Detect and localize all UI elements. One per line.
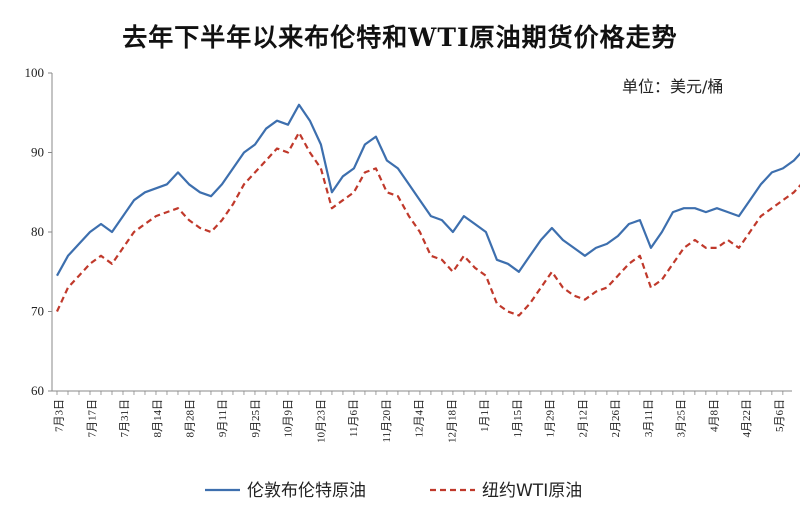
x-tick-label: 7月3日 [54, 399, 66, 432]
x-tick-label: 7月31日 [119, 399, 131, 438]
y-tick-label: 90 [31, 145, 44, 160]
y-tick-label: 70 [31, 304, 44, 319]
series-line-brent [56, 103, 800, 277]
unit-label: 单位：美元/桶 [622, 77, 723, 96]
series-line-wti [56, 131, 800, 317]
y-tick-label: 100 [25, 65, 45, 80]
x-tick-label: 1月15日 [512, 399, 524, 438]
chart-axes [51, 73, 792, 392]
x-tick-label: 11月6日 [348, 399, 360, 437]
x-tick-label: 12月18日 [446, 399, 458, 443]
x-tick-label: 7月17日 [86, 399, 98, 438]
x-tick-label: 8月28日 [185, 399, 197, 438]
y-tick-label: 80 [31, 224, 44, 239]
x-tick-label: 10月9日 [283, 399, 295, 438]
x-tick-label: 3月25日 [676, 399, 688, 438]
x-tick-label: 8月14日 [152, 399, 164, 438]
x-tick-label: 9月25日 [250, 399, 262, 438]
x-tick-label: 3月11日 [643, 399, 655, 437]
x-tick-label: 4月8日 [708, 399, 720, 432]
y-axis-ticks: 60 70 80 90 100 [25, 65, 52, 398]
chart-title: 去年下半年以来布伦特和WTI原油期货价格走势 [122, 23, 678, 52]
x-axis-ticks: 7月3日 7月17日 7月31日 8月14日 8月28日 9月11日 9月25日 10月9日 1… [54, 391, 786, 443]
legend-label-brent: 伦敦布伦特原油 [247, 481, 366, 501]
x-tick-label: 1月1日 [479, 399, 491, 432]
x-tick-label: 2月12日 [577, 399, 589, 438]
x-tick-label: 2月26日 [610, 399, 622, 438]
x-tick-label: 9月11日 [217, 399, 229, 437]
x-tick-label: 1月29日 [545, 399, 557, 438]
legend: 伦敦布伦特原油 纽约WTI原油 [205, 481, 582, 501]
x-tick-label: 11月20日 [381, 399, 393, 443]
x-tick-label: 5月6日 [774, 399, 786, 432]
x-tick-label: 10月23日 [315, 399, 327, 443]
legend-label-wti: 纽约WTI原油 [482, 481, 582, 501]
x-tick-label: 12月4日 [414, 399, 426, 438]
x-tick-label: 4月22日 [741, 399, 753, 438]
y-tick-label: 60 [31, 383, 44, 398]
series-layer [56, 103, 800, 317]
